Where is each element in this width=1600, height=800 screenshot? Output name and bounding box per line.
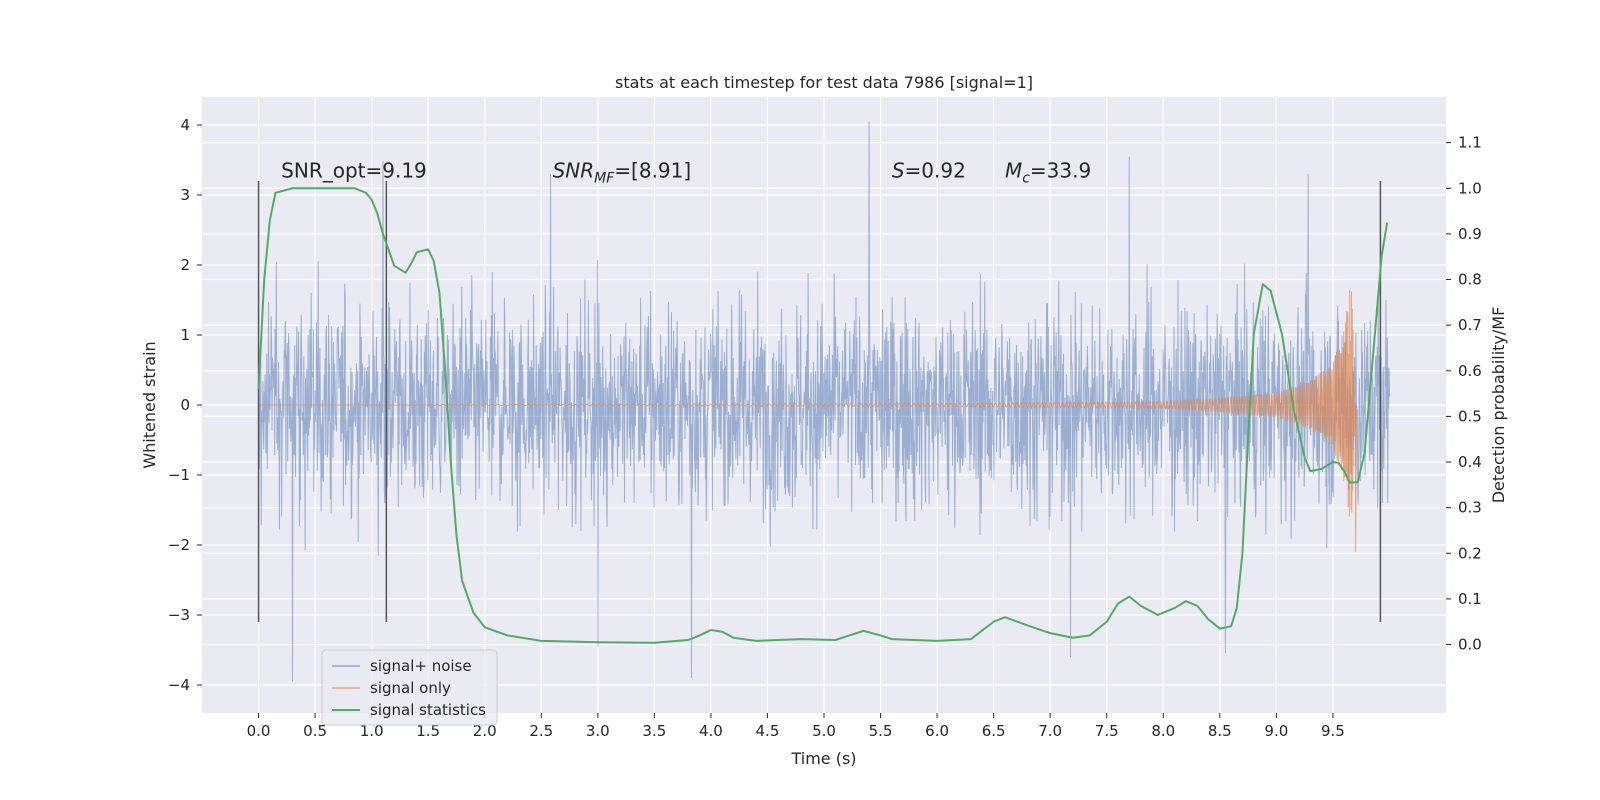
x-tick-label: 6.0 [925, 722, 949, 740]
x-tick-label: 3.0 [586, 722, 610, 740]
y-axis-label: Whitened strain [140, 341, 159, 468]
y2-tick-label: 0.8 [1458, 271, 1482, 289]
y-tick-label: 0 [180, 396, 190, 414]
y2-tick-label: 0.0 [1458, 636, 1482, 654]
series-signal-only [258, 290, 1358, 553]
annotation-2: SNRMF=[8.91] [553, 159, 692, 187]
y2-axis-ticks: 1.1 1.0 0.9 0.8 0.7 0.6 0.5 0.4 0.3 0.2 0.1 0.0 [1446, 134, 1482, 654]
noise-line [258, 121, 1390, 682]
legend-box [321, 649, 498, 726]
x-tick-label: 7.0 [1038, 722, 1062, 740]
annotation-1: SNR_opt=9.19 [281, 159, 427, 183]
y2-tick-label: 0.7 [1458, 316, 1482, 334]
x-tick-label: 4.0 [699, 722, 723, 740]
y-tick-label: 1 [180, 326, 190, 344]
y2-tick-label: 0.9 [1458, 225, 1482, 243]
annotations: SNR_opt=9.19 SNRMF=[8.91] S=0.92 Mc=33.9 [281, 159, 1091, 187]
legend-label: signal+ noise [370, 657, 472, 675]
x-tick-label: 4.5 [756, 722, 780, 740]
y-tick-label: −1 [168, 466, 190, 484]
y2-tick-label: 0.1 [1458, 590, 1482, 608]
y2-tick-label: 0.2 [1458, 544, 1482, 562]
y2-tick-label: 0.5 [1458, 407, 1482, 425]
y-tick-label: −3 [168, 606, 190, 624]
x-tick-label: 8.5 [1208, 722, 1232, 740]
y2-tick-label: 0.3 [1458, 499, 1482, 517]
x-tick-label: 7.5 [1095, 722, 1119, 740]
y2-tick-label: 0.6 [1458, 362, 1482, 380]
x-tick-label: 9.5 [1321, 722, 1345, 740]
x-tick-label: 2.0 [473, 722, 497, 740]
y2-tick-label: 0.4 [1458, 453, 1482, 471]
legend-label: signal only [370, 679, 451, 697]
annotation-4: Mc=33.9 [1005, 159, 1091, 187]
x-axis-label: Time (s) [790, 749, 856, 768]
y-tick-label: −4 [168, 676, 190, 694]
series-signal-noise [258, 121, 1390, 682]
annotation-3: S=0.92 [892, 159, 966, 183]
x-tick-label: 2.5 [529, 722, 553, 740]
vertical-markers [257, 181, 1382, 622]
y-axis-ticks: 4 3 2 1 0 −1 −2 −3 −4 [168, 116, 202, 694]
y-tick-label: 4 [180, 116, 190, 134]
chart-title: stats at each timestep for test data 798… [615, 73, 1033, 92]
x-tick-label: 9.0 [1264, 722, 1288, 740]
y-tick-label: 2 [180, 256, 190, 274]
x-tick-label: 1.0 [360, 722, 384, 740]
x-axis-ticks: 0.0 0.5 1.0 1.5 2.0 2.5 3.0 3.5 4.0 4.5 5.0 5.5 6.0 6… [247, 713, 1345, 740]
signal-line [258, 290, 1358, 553]
statistics-line [257, 187, 1389, 644]
x-tick-label: 3.5 [642, 722, 666, 740]
series-signal-statistics [257, 187, 1389, 644]
x-tick-label: 0.5 [303, 722, 327, 740]
x-tick-label: 8.0 [1151, 722, 1175, 740]
legend: signal+ noise signal only signal statistic… [321, 649, 498, 726]
y2-axis-label: Detection probability/MF [1489, 307, 1508, 504]
x-tick-label: 5.0 [812, 722, 836, 740]
y-tick-label: 3 [180, 186, 190, 204]
legend-label: signal statistics [370, 701, 486, 719]
x-tick-label: 5.5 [869, 722, 893, 740]
y-tick-label: −2 [168, 536, 190, 554]
x-tick-label: 0.0 [247, 722, 271, 740]
x-tick-label: 6.5 [982, 722, 1006, 740]
x-tick-label: 1.5 [416, 722, 440, 740]
y2-tick-label: 1.1 [1458, 134, 1482, 152]
y2-tick-label: 1.0 [1458, 179, 1482, 197]
